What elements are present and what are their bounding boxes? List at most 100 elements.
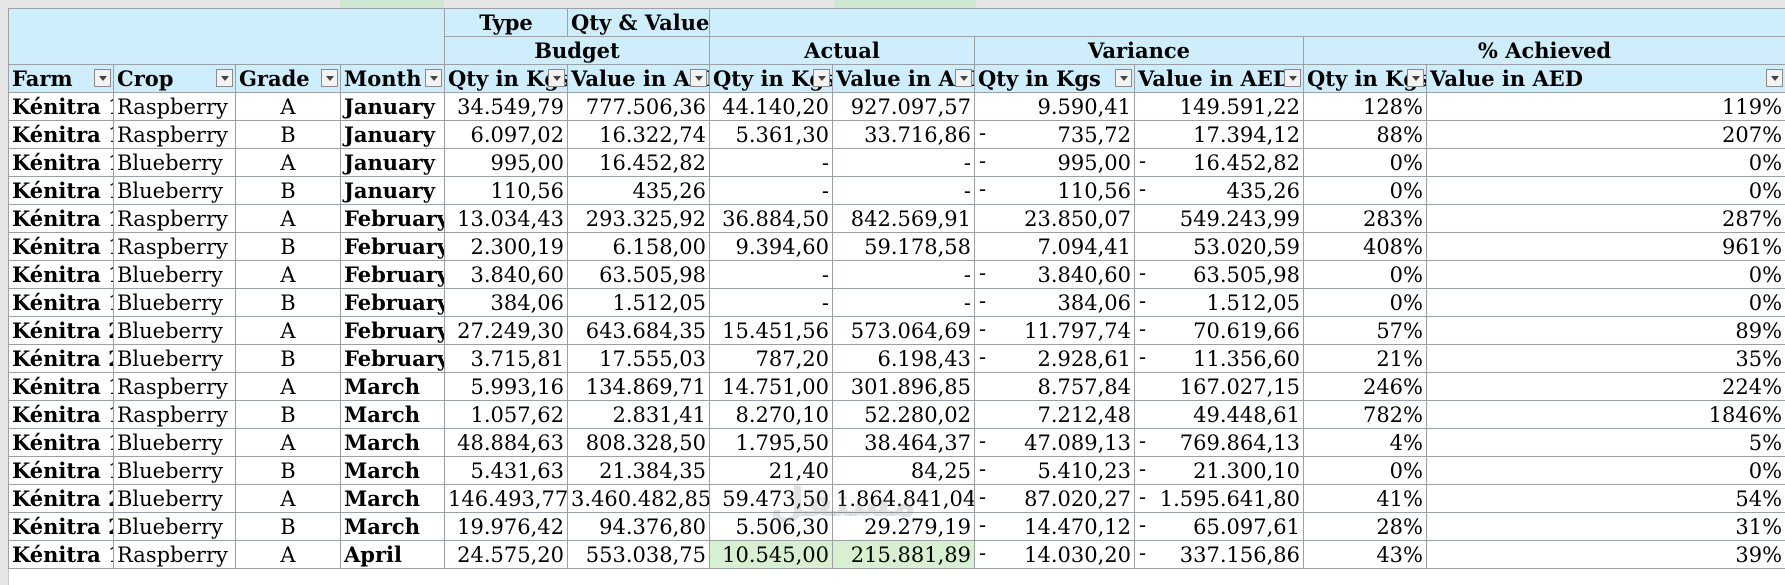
budget-value-cell[interactable]: 3.460.482,85 xyxy=(567,484,710,513)
variance-value-cell[interactable]: 167.027,15 xyxy=(1134,372,1304,401)
budget-value-cell[interactable]: 16.452,82 xyxy=(567,148,710,177)
crop-cell[interactable]: Blueberry xyxy=(113,176,236,205)
achieved-value-cell[interactable]: 39% xyxy=(1425,540,1785,569)
grade-cell[interactable]: B xyxy=(235,400,341,429)
grade-cell[interactable]: B xyxy=(235,232,341,261)
budget-qty-cell[interactable]: 24.575,20 xyxy=(444,540,568,569)
actual-value-cell[interactable]: 59.178,58 xyxy=(832,232,975,261)
filter-dropdown-icon[interactable] xyxy=(1766,69,1784,87)
budget-qty-cell[interactable]: 34.549,79 xyxy=(444,92,568,121)
actual-value-cell[interactable]: - xyxy=(832,288,975,317)
actual-value-cell[interactable]: 52.280,02 xyxy=(832,400,975,429)
farm-cell[interactable]: Kénitra 1 xyxy=(8,120,114,149)
variance-value-cell[interactable]: - 65.097,61 xyxy=(1134,512,1304,541)
actual-qty-cell[interactable]: 9.394,60 xyxy=(709,232,833,261)
actual-value-cell[interactable]: 1.864.841,04 xyxy=(832,484,975,513)
farm-cell[interactable]: Kénitra 2 xyxy=(8,512,114,541)
actual-qty-cell[interactable]: 36.884,50 xyxy=(709,204,833,233)
grade-cell[interactable]: A xyxy=(235,372,341,401)
achieved-qty-cell[interactable]: 246% xyxy=(1303,372,1427,401)
month-cell[interactable]: March xyxy=(340,484,445,513)
achieved-value-cell[interactable]: 0% xyxy=(1425,456,1785,485)
variance-value-cell[interactable]: 49.448,61 xyxy=(1134,400,1304,429)
budget-qty-cell[interactable]: 19.976,42 xyxy=(444,512,568,541)
filter-dropdown-icon[interactable] xyxy=(425,69,442,87)
crop-cell[interactable]: Blueberry xyxy=(113,260,236,289)
variance-value-cell[interactable]: - 1.512,05 xyxy=(1134,288,1304,317)
grade-cell[interactable]: B xyxy=(235,456,341,485)
variance-value-cell[interactable]: 549.243,99 xyxy=(1134,204,1304,233)
actual-value-cell[interactable]: 215.881,89 xyxy=(832,540,975,569)
month-cell[interactable]: January xyxy=(340,120,445,149)
variance-value-cell[interactable]: - 16.452,82 xyxy=(1134,148,1304,177)
crop-cell[interactable]: Blueberry xyxy=(113,428,236,457)
grade-cell[interactable]: B xyxy=(235,344,341,373)
budget-qty-cell[interactable]: 5.431,63 xyxy=(444,456,568,485)
achieved-value-cell[interactable]: 0% xyxy=(1425,176,1785,205)
filter-dropdown-icon[interactable] xyxy=(1115,69,1132,87)
variance-qty-cell[interactable]: - 3.840,60 xyxy=(974,260,1135,289)
actual-value-cell[interactable]: 6.198,43 xyxy=(832,344,975,373)
crop-cell[interactable]: Raspberry xyxy=(113,232,236,261)
variance-qty-cell[interactable]: 8.757,84 xyxy=(974,372,1135,401)
achieved-qty-cell[interactable]: 21% xyxy=(1303,344,1427,373)
crop-cell[interactable]: Blueberry xyxy=(113,288,236,317)
filter-dropdown-icon[interactable] xyxy=(690,69,707,87)
grade-cell[interactable]: A xyxy=(235,92,341,121)
variance-qty-cell[interactable]: - 995,00 xyxy=(974,148,1135,177)
actual-qty-cell[interactable]: 44.140,20 xyxy=(709,92,833,121)
actual-qty-cell[interactable]: - xyxy=(709,176,833,205)
filter-dropdown-icon[interactable] xyxy=(548,69,565,87)
budget-value-cell[interactable]: 16.322,74 xyxy=(567,120,710,149)
farm-cell[interactable]: Kénitra 1 xyxy=(8,204,114,233)
budget-qty-cell[interactable]: 3.715,81 xyxy=(444,344,568,373)
budget-value-cell[interactable]: 293.325,92 xyxy=(567,204,710,233)
achieved-qty-cell[interactable]: 41% xyxy=(1303,484,1427,513)
farm-cell[interactable]: Kénitra 1 xyxy=(8,232,114,261)
farm-cell[interactable]: Kénitra 1 xyxy=(8,288,114,317)
variance-qty-cell[interactable]: - 110,56 xyxy=(974,176,1135,205)
actual-qty-cell[interactable]: 5.506,30 xyxy=(709,512,833,541)
budget-qty-cell[interactable]: 146.493,77 xyxy=(444,484,568,513)
grade-cell[interactable]: A xyxy=(235,148,341,177)
budget-value-cell[interactable]: 134.869,71 xyxy=(567,372,710,401)
farm-cell[interactable]: Kénitra 1 xyxy=(8,148,114,177)
variance-value-cell[interactable]: - 435,26 xyxy=(1134,176,1304,205)
farm-cell[interactable]: Kénitra 1 xyxy=(8,428,114,457)
actual-value-cell[interactable]: 29.279,19 xyxy=(832,512,975,541)
farm-cell[interactable]: Kénitra 1 xyxy=(8,456,114,485)
crop-cell[interactable]: Blueberry xyxy=(113,512,236,541)
achieved-value-cell[interactable]: 1846% xyxy=(1425,400,1785,429)
actual-qty-cell[interactable]: 5.361,30 xyxy=(709,120,833,149)
filter-dropdown-icon[interactable] xyxy=(321,69,338,87)
budget-qty-cell[interactable]: 3.840,60 xyxy=(444,260,568,289)
budget-qty-cell[interactable]: 27.249,30 xyxy=(444,316,568,345)
achieved-qty-cell[interactable]: 283% xyxy=(1303,204,1427,233)
filter-dropdown-icon[interactable] xyxy=(1284,69,1301,87)
actual-value-cell[interactable]: 573.064,69 xyxy=(832,316,975,345)
achieved-value-cell[interactable]: 119% xyxy=(1425,92,1785,121)
achieved-qty-cell[interactable]: 88% xyxy=(1303,120,1427,149)
month-cell[interactable]: March xyxy=(340,428,445,457)
achieved-qty-cell[interactable]: 0% xyxy=(1303,288,1427,317)
crop-cell[interactable]: Blueberry xyxy=(113,456,236,485)
achieved-qty-cell[interactable]: 0% xyxy=(1303,148,1427,177)
achieved-value-cell[interactable]: 0% xyxy=(1425,288,1785,317)
grade-cell[interactable]: A xyxy=(235,484,341,513)
achieved-qty-cell[interactable]: 408% xyxy=(1303,232,1427,261)
budget-value-cell[interactable]: 17.555,03 xyxy=(567,344,710,373)
budget-qty-cell[interactable]: 13.034,43 xyxy=(444,204,568,233)
variance-qty-cell[interactable]: - 87.020,27 xyxy=(974,484,1135,513)
variance-qty-cell[interactable]: - 2.928,61 xyxy=(974,344,1135,373)
crop-cell[interactable]: Raspberry xyxy=(113,120,236,149)
farm-cell[interactable]: Kénitra 2 xyxy=(8,484,114,513)
budget-value-cell[interactable]: 6.158,00 xyxy=(567,232,710,261)
variance-qty-cell[interactable]: 7.094,41 xyxy=(974,232,1135,261)
achieved-qty-cell[interactable]: 4% xyxy=(1303,428,1427,457)
variance-value-cell[interactable]: - 769.864,13 xyxy=(1134,428,1304,457)
month-cell[interactable]: February xyxy=(340,260,445,289)
crop-cell[interactable]: Raspberry xyxy=(113,540,236,569)
actual-value-cell[interactable]: 927.097,57 xyxy=(832,92,975,121)
actual-qty-cell[interactable]: 21,40 xyxy=(709,456,833,485)
variance-qty-cell[interactable]: - 47.089,13 xyxy=(974,428,1135,457)
